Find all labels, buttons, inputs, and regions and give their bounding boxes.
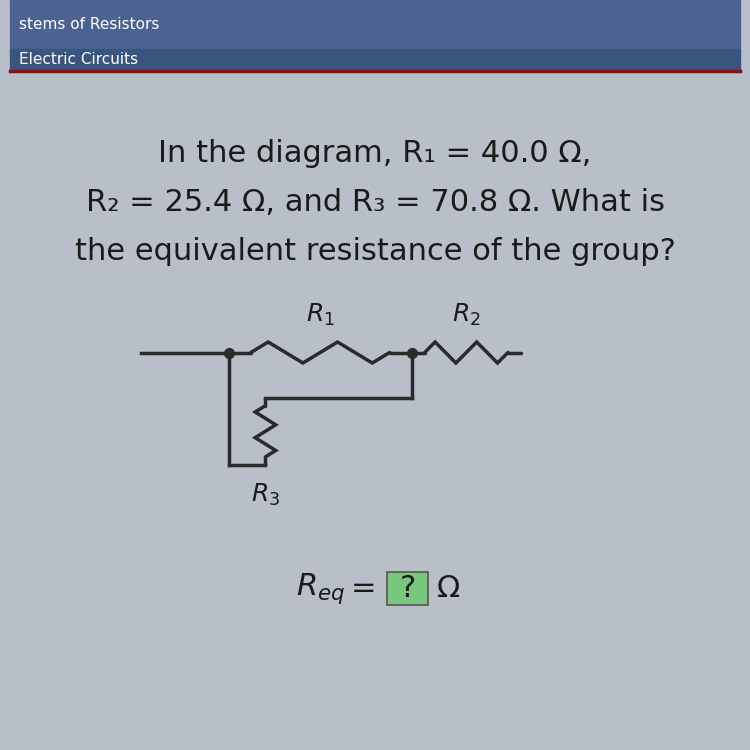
Text: Ω: Ω (436, 574, 460, 603)
Text: Electric Circuits: Electric Circuits (19, 53, 138, 68)
Text: In the diagram, R₁ = 40.0 Ω,: In the diagram, R₁ = 40.0 Ω, (158, 140, 592, 168)
Text: $R_{eq}$: $R_{eq}$ (296, 572, 345, 606)
Text: $R_1$: $R_1$ (306, 302, 334, 328)
FancyBboxPatch shape (388, 572, 428, 605)
Bar (10, 0, 740, 49)
Text: ?: ? (400, 574, 416, 603)
Text: stems of Resistors: stems of Resistors (19, 17, 159, 32)
Bar (10, 49, 740, 71)
Text: $R_3$: $R_3$ (251, 482, 280, 508)
Text: the equivalent resistance of the group?: the equivalent resistance of the group? (74, 237, 676, 266)
Text: =: = (351, 574, 376, 603)
Text: $R_2$: $R_2$ (452, 302, 481, 328)
Text: R₂ = 25.4 Ω, and R₃ = 70.8 Ω. What is: R₂ = 25.4 Ω, and R₃ = 70.8 Ω. What is (86, 188, 664, 217)
